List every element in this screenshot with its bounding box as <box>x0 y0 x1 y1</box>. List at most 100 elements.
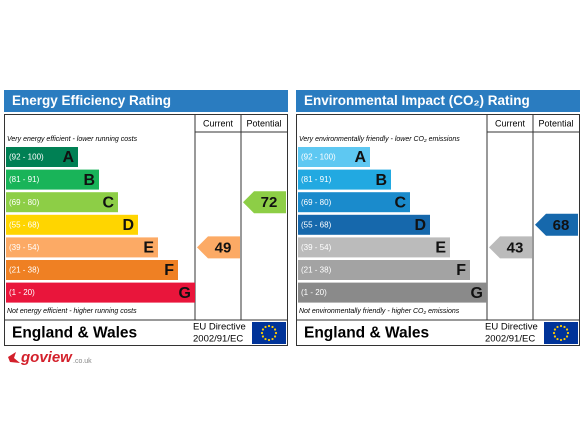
rating-arrow <box>197 236 240 259</box>
rating-arrow <box>243 191 286 214</box>
rating-band <box>6 147 78 167</box>
rating-band <box>298 147 370 167</box>
rating-band <box>298 214 430 235</box>
panel-header <box>4 90 288 112</box>
band-letter: D <box>122 217 134 234</box>
panel-frame <box>4 114 288 346</box>
band-letter: D <box>414 217 426 234</box>
rating-value: 43 <box>507 239 524 256</box>
band-letter: C <box>102 194 114 211</box>
eu-flag <box>252 322 286 344</box>
panel-title: Environmental Impact (CO₂) Rating <box>304 93 530 108</box>
eu-star <box>261 328 265 331</box>
eu-star <box>261 335 265 338</box>
eu-star <box>260 331 264 335</box>
rating-band <box>6 260 178 280</box>
eu-star <box>563 325 566 329</box>
panel-title: Energy Efficiency Rating <box>12 93 171 108</box>
rating-band <box>6 169 99 190</box>
logo-domain: .co.uk <box>73 358 92 365</box>
band-range: (69 - 80) <box>9 198 40 207</box>
column-header: Current <box>495 118 526 128</box>
directive: 2002/91/EC <box>193 334 243 345</box>
directive: EU Directive <box>485 322 538 333</box>
band-letter: B <box>83 172 95 189</box>
rating-arrow <box>489 236 532 259</box>
eu-star <box>274 331 278 335</box>
column-header: Potential <box>246 118 281 128</box>
band-range: (92 - 100) <box>301 153 336 162</box>
eu-flag <box>544 322 578 344</box>
rating-band <box>298 237 450 258</box>
eu-star <box>273 328 277 331</box>
eu-star <box>552 331 556 335</box>
eu-star <box>553 335 557 338</box>
band-letter: A <box>62 149 74 166</box>
rating-band <box>6 214 138 235</box>
band-range: (55 - 68) <box>9 220 40 229</box>
rating-band <box>298 192 410 213</box>
panel-frame <box>296 114 580 346</box>
eu-star <box>565 335 569 338</box>
band-range: (21 - 38) <box>301 266 332 275</box>
band-range: (81 - 91) <box>301 175 332 184</box>
band-range: (92 - 100) <box>9 153 44 162</box>
eu-star <box>566 331 570 335</box>
band-range: (81 - 91) <box>9 175 40 184</box>
rating-value: 72 <box>261 194 278 211</box>
rating-value: 68 <box>553 217 570 234</box>
band-letter: A <box>354 149 366 166</box>
eu-star <box>267 338 271 342</box>
band-range: (55 - 68) <box>301 220 332 229</box>
top-note: Very energy efficient - lower running co… <box>7 136 138 143</box>
band-range: (39 - 54) <box>9 243 40 252</box>
bottom-note: Not energy efficient - higher running co… <box>7 308 137 315</box>
eu-star <box>565 328 569 331</box>
band-range: (1 - 20) <box>301 288 327 297</box>
rating-arrow <box>535 213 578 236</box>
band-letter: E <box>435 240 446 257</box>
eu-star <box>264 337 267 341</box>
rating-value: 49 <box>215 239 232 256</box>
rating-band <box>6 282 195 303</box>
column-header: Potential <box>538 118 573 128</box>
eu-star <box>556 325 559 329</box>
eu-star <box>267 324 271 328</box>
column-header: Current <box>203 118 234 128</box>
rating-band <box>298 169 391 190</box>
region: England & Wales <box>12 325 137 342</box>
band-letter: F <box>164 262 174 279</box>
band-range: (39 - 54) <box>301 243 332 252</box>
band-letter: G <box>179 285 191 302</box>
band-letter: C <box>394 194 406 211</box>
logo-icon <box>8 352 20 363</box>
directive: 2002/91/EC <box>485 334 535 345</box>
eu-star <box>563 337 566 341</box>
eu-star <box>559 324 563 328</box>
directive: EU Directive <box>193 322 246 333</box>
eu-star <box>559 338 563 342</box>
bottom-note: Not environmentally friendly - higher CO… <box>299 308 460 315</box>
eu-star <box>553 328 557 331</box>
region: England & Wales <box>304 325 429 342</box>
band-range: (21 - 38) <box>9 266 40 275</box>
band-letter: G <box>471 285 483 302</box>
eu-star <box>273 335 277 338</box>
rating-band <box>6 192 118 213</box>
band-range: (69 - 80) <box>301 198 332 207</box>
eu-star <box>271 337 274 341</box>
band-range: (1 - 20) <box>9 288 35 297</box>
rating-band <box>6 237 158 258</box>
rating-band <box>298 282 487 303</box>
eu-star <box>556 337 559 341</box>
panel-header <box>296 90 580 112</box>
rating-band <box>298 260 470 280</box>
eu-star <box>271 325 274 329</box>
band-letter: F <box>456 262 466 279</box>
band-letter: E <box>143 240 154 257</box>
logo: goview <box>20 349 73 366</box>
top-note: Very environmentally friendly - lower CO… <box>299 136 460 143</box>
eu-star <box>264 325 267 329</box>
band-letter: B <box>375 172 387 189</box>
